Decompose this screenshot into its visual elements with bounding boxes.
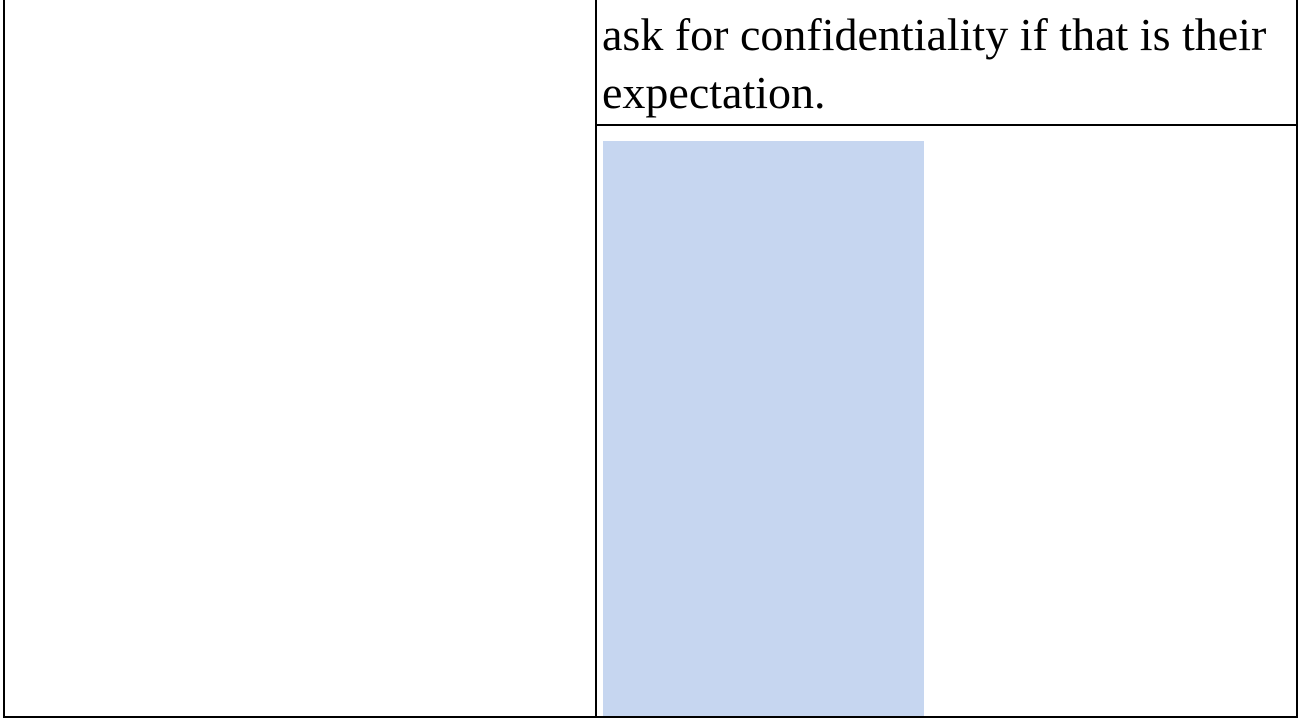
column-divider [595,0,597,716]
row-divider [597,124,1296,126]
cell-shading-block [603,141,924,716]
document-table: ask for confidentiality if that is their… [3,0,1298,718]
table-cell-text: ask for confidentiality if that is their… [602,9,1267,118]
